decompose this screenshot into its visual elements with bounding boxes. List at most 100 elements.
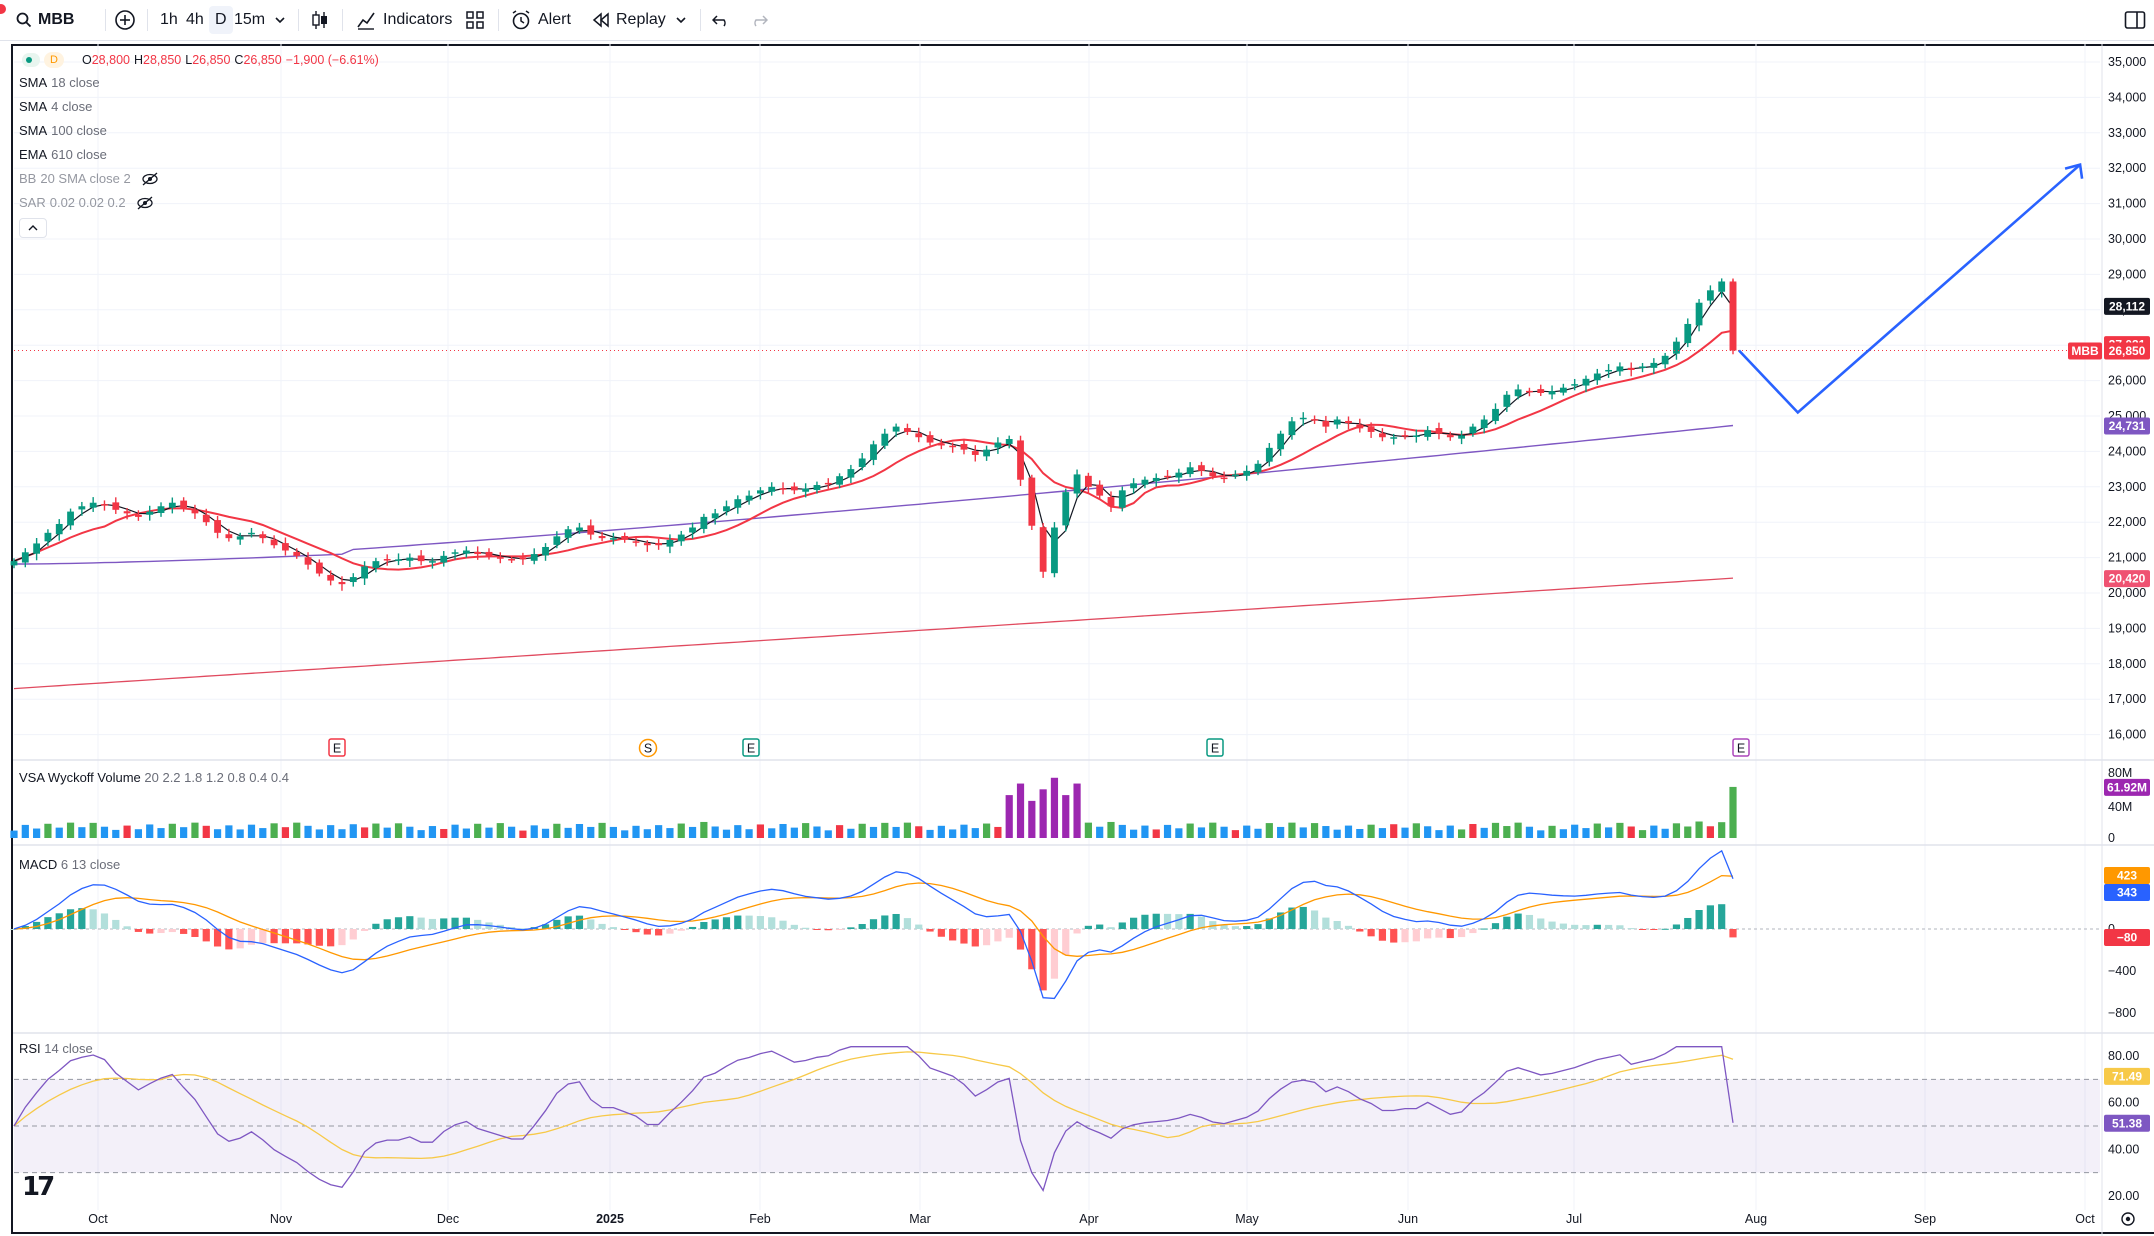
candle-body <box>146 511 154 515</box>
macd-histogram-bar <box>643 929 651 935</box>
macd-histogram-bar <box>632 929 640 933</box>
rsi-pane-label[interactable]: RSI 14 close <box>19 1041 93 1056</box>
volume-bar <box>903 822 912 838</box>
candle-body <box>282 543 289 551</box>
symbol-search[interactable]: MBB <box>16 0 74 40</box>
candle-body <box>89 502 97 508</box>
macd-histogram-bar <box>982 929 991 946</box>
macd-histogram-bar <box>575 915 584 929</box>
interval-dropdown[interactable] <box>274 0 286 40</box>
candle-body <box>214 520 221 533</box>
macd-histogram-bar <box>1356 929 1364 932</box>
candle-body <box>1175 472 1183 478</box>
volume-pane-label[interactable]: VSA Wyckoff Volume 20 2.2 1.8 1.2 0.8 0.… <box>19 770 289 785</box>
volume-bar <box>688 826 697 838</box>
candle-body <box>168 502 176 508</box>
macd-histogram-bar <box>406 916 414 929</box>
chart-type-button[interactable] <box>310 0 330 40</box>
macd-histogram-bar <box>1152 913 1160 929</box>
candle-body <box>824 482 832 485</box>
volume-bar <box>643 829 651 838</box>
interval-4h[interactable]: 4h <box>186 0 204 40</box>
indicator-sma100[interactable]: SMA 100 close <box>19 123 107 138</box>
interval-15m[interactable]: 15m <box>234 0 265 40</box>
candle-body <box>1627 367 1635 370</box>
undo-button[interactable] <box>712 0 730 40</box>
volume-bar <box>1469 823 1477 838</box>
interval-d[interactable]: D <box>209 0 233 40</box>
candle-body <box>191 509 199 514</box>
volume-bar <box>1390 824 1398 838</box>
macd-histogram-bar <box>1231 926 1239 929</box>
volume-bar <box>1424 826 1432 838</box>
eye-hidden-icon[interactable] <box>136 196 154 210</box>
panel-toggle-button[interactable] <box>2124 0 2146 40</box>
macd-histogram-bar <box>1424 929 1432 939</box>
candle-body <box>1514 389 1522 397</box>
alert-button[interactable]: Alert <box>510 0 571 40</box>
replay-button[interactable]: Replay <box>592 0 666 40</box>
macd-histogram-bar <box>1378 929 1387 941</box>
sma100-line <box>14 424 1734 565</box>
replay-label: Replay <box>616 11 666 28</box>
interval-1h[interactable]: 1h <box>160 0 178 40</box>
volume-bar <box>474 823 482 838</box>
volume-bar <box>191 822 199 838</box>
candle-body <box>779 488 787 490</box>
macd-histogram-bar <box>451 917 459 929</box>
tag-sma4-bg <box>2104 297 2150 315</box>
indicator-sma18[interactable]: SMA 18 close <box>19 75 100 90</box>
layouts-button[interactable] <box>465 0 485 40</box>
candle-body <box>383 559 391 561</box>
macd-histogram-bar <box>1537 918 1545 929</box>
redo-button[interactable] <box>750 0 768 40</box>
indicator-sma4[interactable]: SMA 4 close <box>19 99 93 114</box>
candle-body <box>1390 437 1398 439</box>
compare-button[interactable] <box>114 0 136 40</box>
macd-histogram-bar <box>824 929 832 931</box>
event-label: E <box>333 742 341 756</box>
candle-body <box>1107 497 1115 507</box>
macd-histogram-bar <box>1096 924 1104 929</box>
volume-bar <box>915 826 923 838</box>
rsi-tick-1: 60.00 <box>2108 1096 2139 1110</box>
macd-histogram-bar <box>688 926 697 929</box>
macd-pane-label[interactable]: MACD 6 13 close <box>19 857 121 872</box>
macd-histogram-bar <box>1457 929 1466 938</box>
volume-bar <box>1050 777 1059 838</box>
volume-bar <box>779 823 787 838</box>
indicators-button[interactable]: Indicators <box>356 0 452 40</box>
indicator-ema610[interactable]: EMA 610 close <box>19 147 107 162</box>
macd-histogram-bar <box>1627 928 1635 930</box>
collapse-legend-button[interactable] <box>19 218 47 238</box>
macd-histogram-bar <box>1028 929 1036 970</box>
volume-bar <box>1277 826 1285 838</box>
volume-bar <box>1672 823 1681 838</box>
macd-histogram-bar <box>711 919 719 929</box>
candle-body <box>135 514 142 517</box>
volume-bar <box>790 827 798 838</box>
price-tick-3: 32,000 <box>2108 161 2146 175</box>
indicator-sar[interactable]: SAR 0.02 0.02 0.2 <box>19 195 154 210</box>
eye-hidden-icon[interactable] <box>141 172 159 186</box>
event-marker-3: E <box>1206 738 1224 757</box>
candle-body <box>259 534 267 539</box>
tag-ema610: 20,420 <box>2109 572 2146 586</box>
macd-histogram-bar <box>1604 924 1613 929</box>
volume-bar <box>315 829 323 838</box>
event-marker-2: E <box>742 738 760 757</box>
indicator-bb[interactable]: BB 20 SMA close 2 <box>19 171 159 186</box>
event-badge <box>1732 738 1750 757</box>
tag-close-bg <box>2104 342 2150 360</box>
candle-body <box>666 539 674 547</box>
candle-body <box>1220 477 1228 480</box>
volume-bar <box>1706 826 1714 838</box>
replay-dropdown[interactable] <box>675 0 687 40</box>
candle-body <box>1582 378 1590 386</box>
macd-histogram-bar <box>417 917 425 929</box>
macd-histogram-bar <box>168 929 176 933</box>
macd-histogram-bar <box>440 918 448 929</box>
volume-bar <box>1130 829 1138 838</box>
candle-body <box>655 543 663 546</box>
